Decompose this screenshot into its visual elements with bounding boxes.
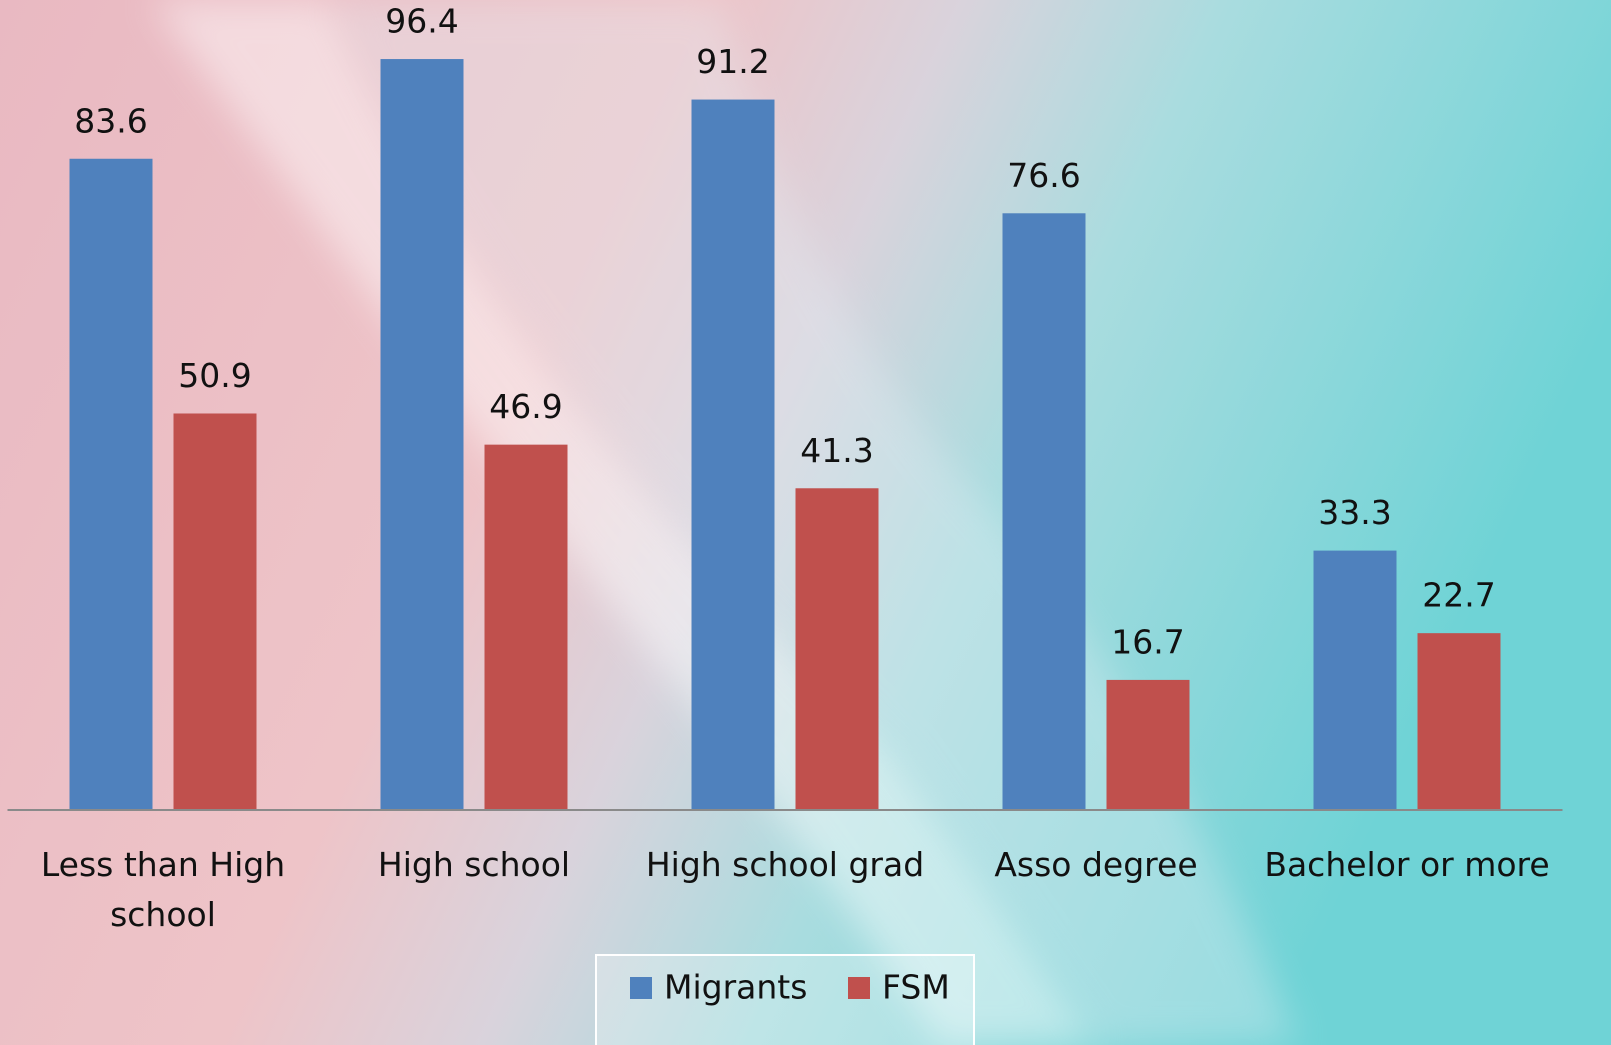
bar [1417,633,1501,810]
bar [1313,550,1397,810]
x-tick-label: Less than High school [40,845,286,934]
legend-swatch [848,977,870,999]
bar [1002,213,1086,810]
value-label: 46.9 [489,387,562,426]
legend-box [595,954,975,1045]
x-tick-label: Asso degree [994,845,1198,884]
bar [1106,679,1190,810]
legend-label: FSM [882,968,950,1007]
x-tick-label: High school grad [645,845,925,884]
bar [380,59,464,810]
bar [795,488,879,810]
value-label: 33.3 [1318,493,1391,532]
value-label: 50.9 [178,356,251,395]
x-tick-label: Bachelor or more [1264,845,1550,884]
value-label: 22.7 [1422,576,1495,615]
legend-swatch [630,977,652,999]
value-label: 16.7 [1111,622,1184,661]
value-label: 83.6 [74,101,147,140]
value-label: 91.2 [696,42,769,81]
value-label: 76.6 [1007,156,1080,195]
value-label: 96.4 [385,2,458,41]
bar [691,99,775,810]
x-tick-label: High school [377,845,571,884]
bar [173,413,257,810]
legend-label: Migrants [664,968,807,1007]
value-label: 41.3 [800,431,873,470]
bar [484,444,568,810]
bar [69,158,153,811]
